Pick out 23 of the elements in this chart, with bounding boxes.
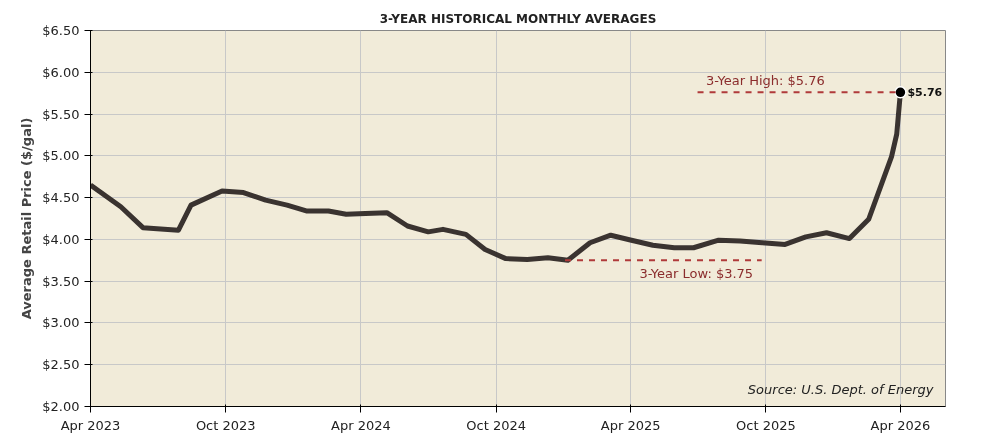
x-tick-label: Apr 2024 [331,417,391,433]
annotation: Source: U.S. Dept. of Energy [747,381,934,397]
ref-line-label: 3-Year High: $5.76 [706,73,825,89]
y-tick-label: $6.00 [42,64,80,80]
x-tick-label: Apr 2026 [870,417,931,433]
data-label: $5.76 [907,85,943,99]
y-tick-label: $3.50 [42,273,80,289]
y-tick-label: $6.50 [42,23,80,38]
x-tick-label: Oct 2023 [195,417,256,433]
x-tick-label: Apr 2023 [60,417,121,433]
y-tick-label: $2.00 [42,399,80,414]
y-tick-label: $3.00 [42,315,80,331]
y-tick-label: $5.00 [42,148,80,164]
chart-title: 3-YEAR HISTORICAL MONTHLY AVERAGES [379,11,657,26]
x-tick-label: Oct 2025 [736,417,796,433]
y-tick-label: $2.50 [42,357,80,373]
y-axis-title: Average Retail Price ($/gal) [19,117,35,320]
y-tick-label: $5.50 [42,106,80,122]
ref-line-label: 3-Year Low: $3.75 [639,266,754,282]
y-tick-label: $4.00 [42,231,80,247]
y-tick-label: $4.50 [42,190,80,206]
x-tick-label: Apr 2025 [600,417,661,433]
x-tick-label: Oct 2024 [466,417,527,433]
